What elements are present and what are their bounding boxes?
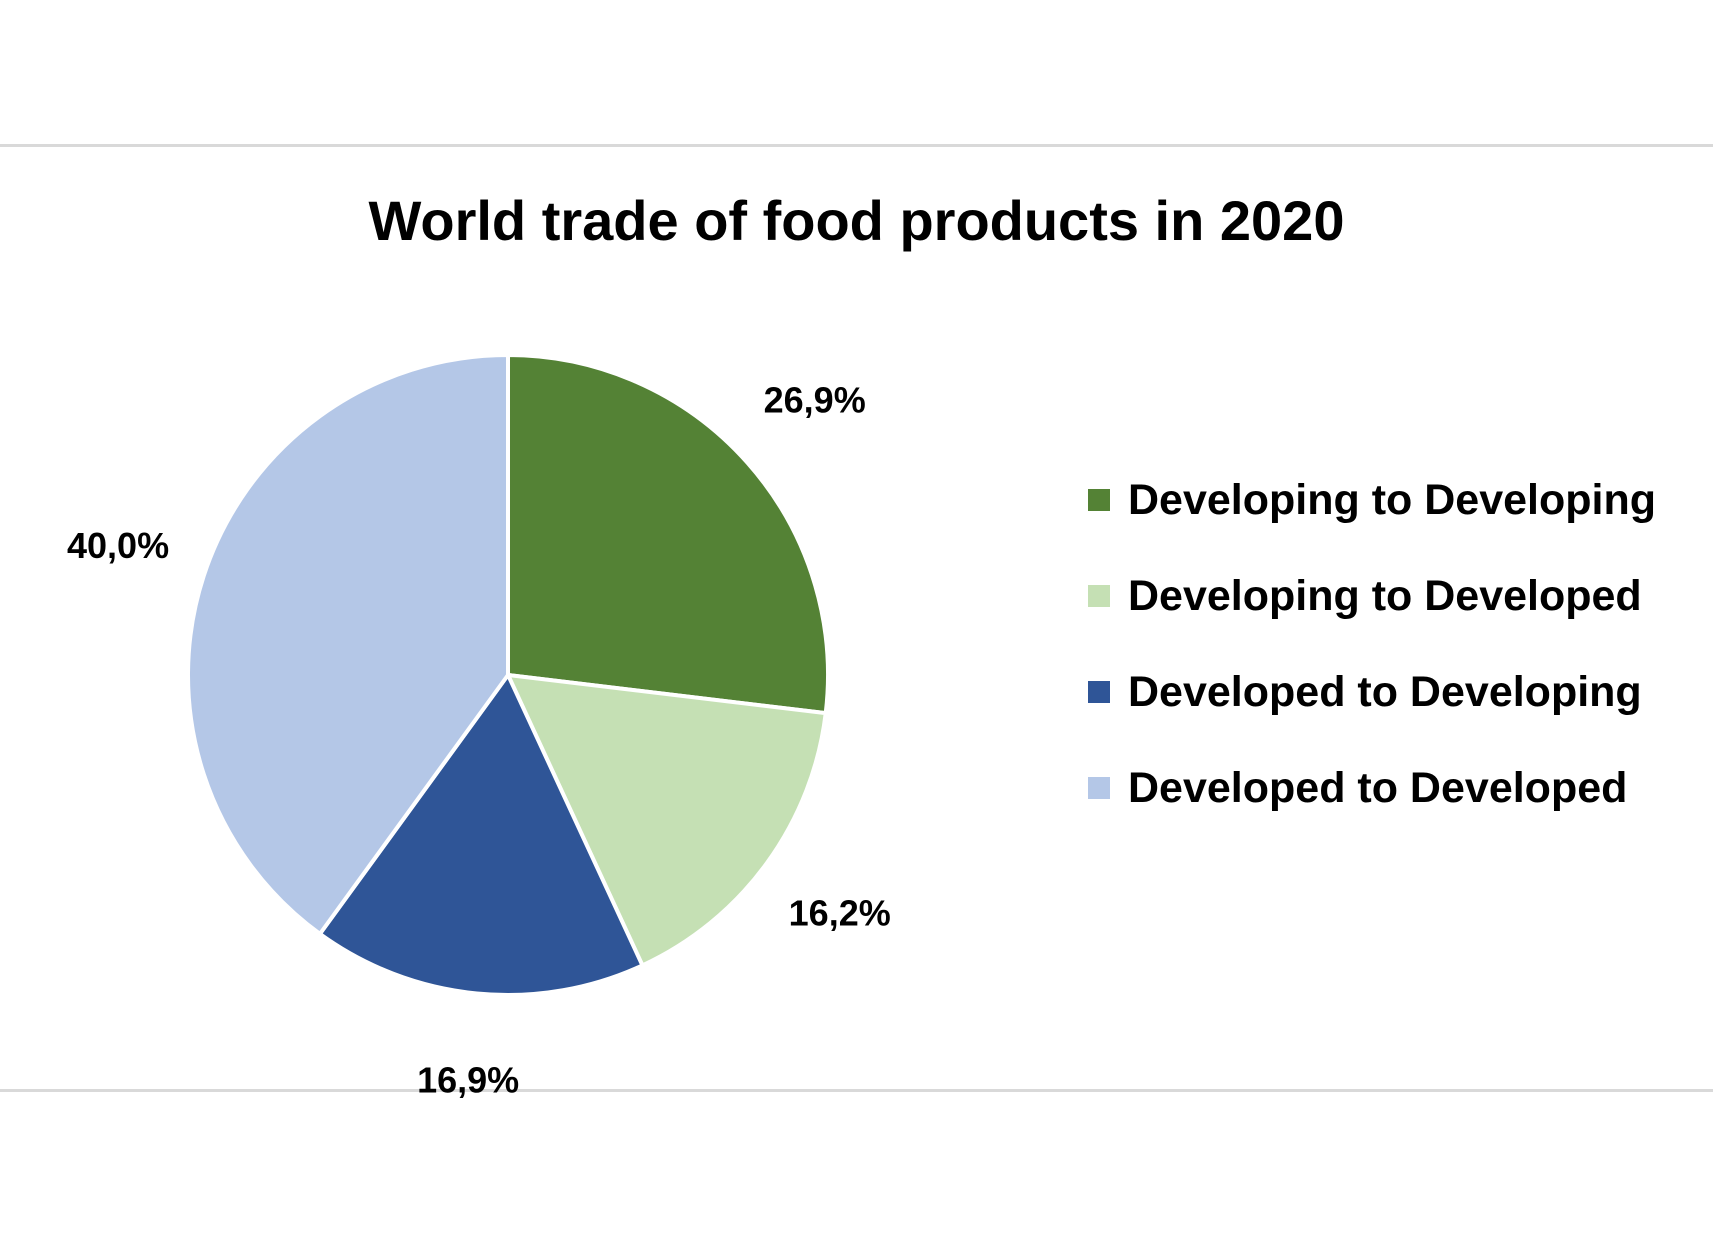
data-label: 16,2% [789, 893, 891, 934]
pie-slice-developing-to-developing [506, 353, 830, 716]
chart-title: World trade of food products in 2020 [368, 189, 1345, 252]
legend-swatch [1088, 489, 1110, 511]
legend-item-developing-to-developing: Developing to Developing [1088, 452, 1656, 548]
legend-label: Developing to Developed [1128, 571, 1642, 620]
chart-frame-bottom-border [0, 1089, 1713, 1092]
legend-swatch [1088, 777, 1110, 799]
legend-label: Developed to Developing [1128, 667, 1642, 716]
pie-slice-developed-to-developed [186, 353, 510, 936]
legend-label: Developed to Developed [1128, 763, 1628, 812]
data-label: 40,0% [67, 525, 169, 566]
legend-swatch [1088, 585, 1110, 607]
chart-legend: Developing to Developing Developing to D… [1088, 452, 1656, 836]
legend-swatch [1088, 681, 1110, 703]
data-label: 26,9% [764, 379, 866, 420]
data-label: 16,9% [417, 1060, 519, 1101]
legend-item-developed-to-developing: Developed to Developing [1088, 644, 1656, 740]
pie-slice-developing-to-developed [506, 673, 828, 968]
legend-label: Developing to Developing [1128, 475, 1656, 524]
chart-frame-top-border [0, 144, 1713, 147]
pie-slice-developed-to-developing [317, 673, 645, 997]
legend-item-developing-to-developed: Developing to Developed [1088, 548, 1656, 644]
legend-item-developed-to-developed: Developed to Developed [1088, 740, 1656, 836]
